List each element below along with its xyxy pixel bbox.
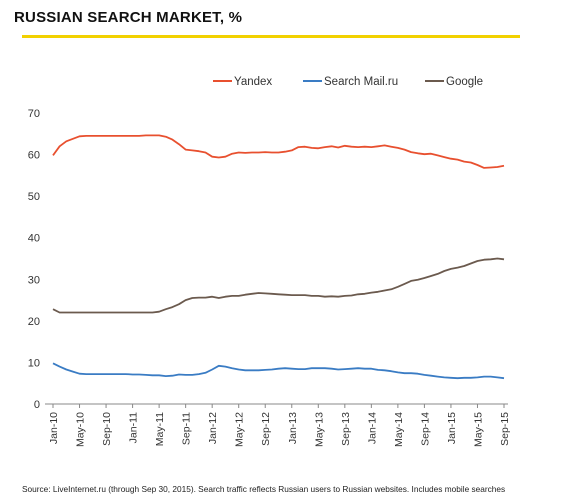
series-line-yandex — [52, 134, 505, 169]
legend-label-search-mail-ru: Search Mail.ru — [324, 76, 398, 88]
chart-title: RUSSIAN SEARCH MARKET, % — [14, 9, 243, 26]
x-tick-label: May-14 — [393, 412, 405, 447]
x-tick-label: Jan-11 — [128, 412, 140, 443]
x-tick-label: May-13 — [313, 412, 325, 447]
legend-label-yandex: Yandex — [234, 76, 272, 88]
x-tick-label: Sep-14 — [419, 412, 431, 446]
y-tick-label: 50 — [28, 191, 40, 203]
x-tick-label: Jan-10 — [48, 412, 60, 444]
y-tick-label: 10 — [28, 357, 40, 369]
x-tick-label: Jan-15 — [446, 412, 458, 444]
x-tick-label: May-10 — [75, 412, 87, 447]
x-tick-label: May-15 — [472, 412, 484, 447]
series-line-google — [52, 257, 505, 314]
y-tick-label: 30 — [28, 274, 40, 286]
source-footnote: Source: LiveInternet.ru (through Sep 30,… — [22, 484, 506, 494]
y-tick-label: 40 — [28, 233, 40, 245]
y-tick-label: 20 — [28, 316, 40, 328]
x-tick-label: Sep-15 — [499, 412, 511, 446]
x-tick-label: Sep-13 — [340, 412, 352, 446]
series-line-search-mail-ru — [52, 362, 505, 380]
y-tick-label: 60 — [28, 150, 40, 162]
y-tick-label: 0 — [34, 399, 40, 411]
line-chart: 0 10 20 30 40 50 60 70 Jan-10 May-10 Sep-10 Jan-11 M… — [28, 76, 511, 447]
x-tick-label: May-12 — [234, 412, 246, 447]
x-tick-label: Sep-12 — [260, 412, 272, 446]
x-tick-label: Sep-10 — [101, 412, 113, 446]
x-tick-label: May-11 — [154, 412, 166, 446]
x-tick-label: Jan-12 — [207, 412, 219, 444]
legend-label-google: Google — [446, 76, 483, 88]
x-tick-label: Sep-11 — [181, 412, 193, 445]
title-underline — [22, 35, 520, 38]
x-tick-label: Jan-14 — [366, 412, 378, 444]
x-tick-label: Jan-13 — [287, 412, 299, 444]
y-tick-label: 70 — [28, 108, 40, 120]
